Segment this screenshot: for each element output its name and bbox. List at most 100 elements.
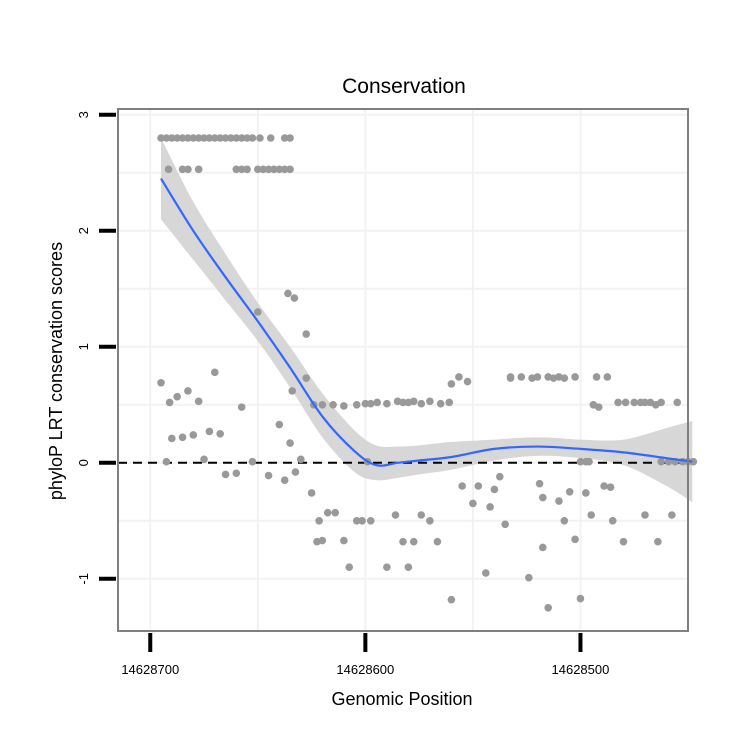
data-point (256, 134, 264, 142)
data-point (157, 134, 165, 142)
y-tick-label: 0 (76, 459, 91, 466)
data-point (205, 134, 214, 142)
plot-area: 3 2 1 0 -1 14628700 14628600 14628500 (76, 108, 698, 677)
data-point (619, 537, 628, 546)
data-point (184, 134, 192, 142)
panel-background (118, 109, 688, 631)
data-point (248, 134, 257, 142)
data-point (549, 374, 558, 382)
data-point (587, 511, 596, 519)
data-point (436, 399, 445, 408)
x-tick-label: 14628700 (121, 662, 179, 677)
data-point (280, 165, 289, 174)
data-point (205, 427, 214, 436)
chart-title: Conservation (342, 75, 466, 98)
data-point (458, 482, 466, 490)
data-point (288, 387, 297, 395)
data-point (560, 517, 569, 525)
data-point (482, 569, 490, 577)
data-point (641, 511, 649, 519)
data-point (426, 397, 434, 406)
data-point (243, 134, 251, 142)
data-point (259, 165, 267, 174)
data-point (221, 134, 230, 142)
data-point (366, 399, 375, 408)
data-point (455, 373, 463, 381)
data-point (232, 165, 241, 174)
data-point (210, 134, 219, 142)
y-tick-label: 2 (76, 227, 91, 234)
data-point (576, 594, 585, 603)
data-point (474, 482, 483, 490)
data-point (248, 457, 257, 466)
data-point (585, 457, 593, 466)
data-point (525, 573, 533, 582)
data-point (315, 517, 323, 525)
data-point (657, 457, 665, 466)
data-point (173, 392, 181, 401)
data-point (302, 374, 311, 382)
data-point (689, 457, 698, 466)
data-point (651, 401, 660, 409)
data-point (582, 489, 590, 497)
data-point (264, 471, 273, 480)
data-point (165, 398, 174, 407)
data-point (254, 165, 262, 174)
data-point (535, 479, 544, 488)
data-point (447, 595, 456, 604)
data-point (383, 399, 391, 408)
data-point (668, 511, 676, 519)
data-point (266, 134, 275, 142)
data-point (544, 604, 552, 612)
data-point (565, 488, 574, 496)
data-point (232, 134, 241, 142)
data-point (307, 489, 316, 497)
data-point (167, 134, 176, 142)
data-point (243, 165, 251, 174)
data-point (178, 165, 187, 174)
data-point (162, 457, 171, 466)
data-point (603, 373, 612, 381)
data-point (409, 537, 418, 546)
smooth-fit-line (160, 178, 693, 467)
data-point (417, 511, 426, 519)
data-point (555, 497, 563, 505)
data-point (162, 134, 171, 142)
data-point (200, 455, 208, 464)
data-point (216, 430, 224, 438)
y-axis-title: phyloP LRT conservation scores (46, 242, 66, 500)
data-point (501, 520, 509, 529)
data-point (302, 330, 311, 338)
data-point (237, 134, 246, 142)
data-point (366, 517, 375, 525)
data-point (361, 399, 370, 408)
data-point (426, 517, 434, 525)
data-point (178, 433, 187, 442)
data-point (227, 134, 235, 142)
data-point (506, 374, 515, 382)
data-point (318, 401, 327, 409)
data-point (373, 398, 381, 407)
data-point (345, 563, 354, 571)
data-point (221, 470, 230, 479)
data-point (323, 508, 332, 517)
x-tick-label: 14628500 (552, 662, 610, 677)
data-point (280, 134, 289, 142)
data-point (539, 493, 547, 502)
data-point (286, 439, 294, 447)
data-point (275, 165, 284, 174)
data-point (329, 401, 337, 409)
data-point (352, 401, 361, 409)
data-point (592, 373, 601, 381)
data-point (340, 536, 348, 545)
data-point (486, 503, 494, 511)
y-tick-label: 1 (76, 343, 91, 350)
data-point (189, 431, 198, 439)
data-point (614, 398, 622, 407)
data-point (576, 457, 585, 466)
data-point (194, 165, 203, 174)
data-point (286, 134, 294, 142)
data-point (280, 476, 289, 485)
data-point (331, 508, 340, 517)
data-point (189, 134, 198, 142)
